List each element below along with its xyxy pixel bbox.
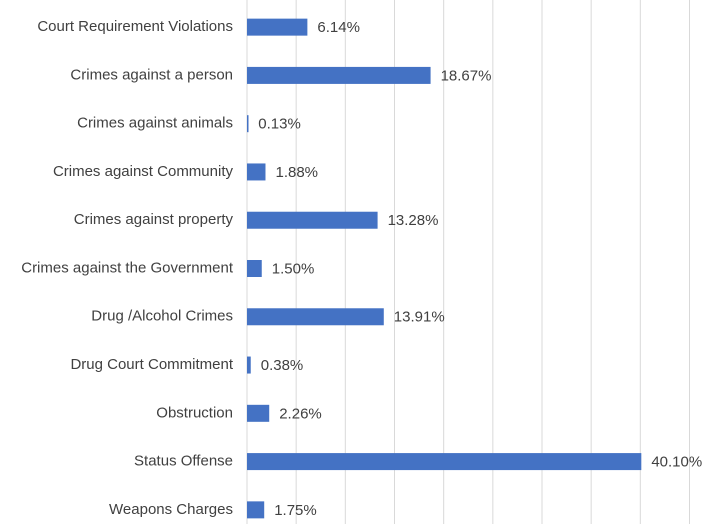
y-tick-label: Weapons Charges — [109, 501, 233, 518]
data-label: 1.50% — [272, 260, 315, 277]
bar — [247, 163, 266, 181]
data-label: 13.91% — [394, 309, 445, 326]
y-tick-label: Status Offense — [134, 453, 233, 470]
data-label: 2.26% — [279, 405, 322, 422]
y-tick-label: Crimes against Community — [53, 163, 234, 180]
data-label: 0.38% — [261, 357, 304, 374]
y-tick-label: Obstruction — [156, 404, 233, 421]
y-tick-label: Crimes against the Government — [21, 259, 234, 276]
y-tick-label: Crimes against animals — [77, 115, 233, 132]
bar — [247, 308, 384, 326]
bar — [247, 453, 642, 471]
data-label: 6.14% — [317, 19, 360, 36]
data-label: 13.28% — [388, 212, 439, 229]
y-tick-label: Drug /Alcohol Crimes — [91, 308, 233, 325]
y-tick-label: Crimes against a person — [70, 66, 233, 83]
y-tick-label: Crimes against property — [74, 211, 234, 228]
data-label: 1.75% — [274, 502, 317, 519]
y-tick-label: Drug Court Commitment — [70, 356, 233, 373]
bar — [247, 356, 251, 374]
bar — [247, 404, 270, 422]
data-label: 18.67% — [441, 67, 492, 84]
bar — [247, 501, 265, 519]
data-label: 40.10% — [651, 454, 702, 471]
data-label: 0.13% — [258, 116, 301, 133]
bar — [247, 66, 431, 84]
bar — [247, 18, 308, 36]
bar — [247, 211, 378, 229]
y-tick-label: Court Requirement Violations — [37, 18, 233, 35]
bar — [247, 115, 249, 133]
data-label: 1.88% — [275, 164, 318, 181]
bar — [247, 260, 262, 277]
